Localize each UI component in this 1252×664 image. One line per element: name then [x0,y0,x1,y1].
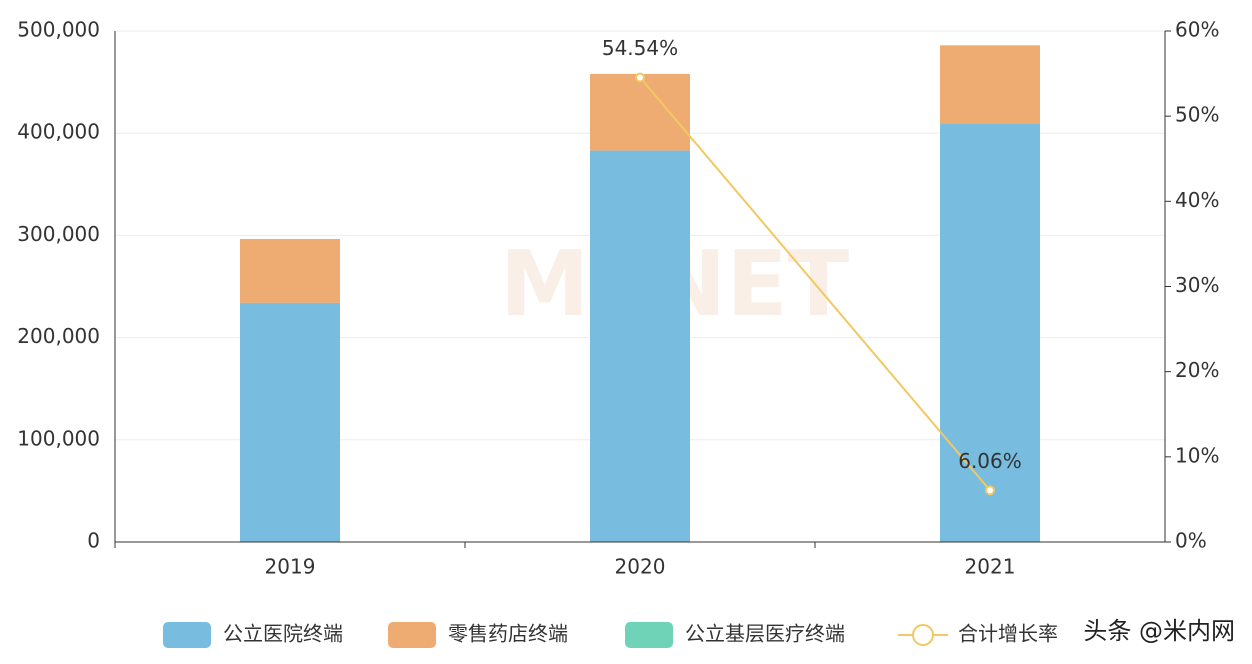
bar [240,302,340,542]
legend-swatch [625,622,673,648]
legend-marker [912,624,934,646]
legend-label: 公立医院终端 [223,622,343,646]
legend-swatch [163,622,211,648]
bar [240,238,340,303]
y2-tick-label: 60% [1175,18,1219,42]
y2-tick-label: 40% [1175,188,1219,212]
y-tick-label: 0 [87,529,100,553]
y2-tick-label: 50% [1175,103,1219,127]
legend-label: 公立基层医疗终端 [685,622,845,646]
x-tick-label: 2020 [615,555,666,579]
y2-tick-label: 0% [1175,529,1207,553]
y-tick-label: 300,000 [17,222,100,246]
data-label: 54.54% [602,36,678,60]
y2-tick-label: 20% [1175,358,1219,382]
x-tick-label: 2019 [265,555,316,579]
y2-tick-label: 30% [1175,273,1219,297]
bar [940,124,1040,542]
line-point [985,485,995,496]
bar [940,45,1040,125]
bar [590,73,690,151]
legend-swatch [388,622,436,648]
line [639,76,991,492]
source-mark: 头条 @米内网 [1083,617,1235,645]
line-point [635,72,645,83]
y-tick-label: 100,000 [17,426,100,450]
y-tick-label: 200,000 [17,324,100,348]
y-tick-label: 400,000 [17,120,100,144]
legend-label: 合计增长率 [958,622,1058,646]
y-tick-label: 500,000 [17,18,100,42]
data-label: 6.06% [958,449,1022,473]
x-tick-label: 2021 [965,555,1016,579]
bar [590,150,690,542]
y2-tick-label: 10% [1175,443,1219,467]
legend-label: 零售药店终端 [448,622,568,646]
